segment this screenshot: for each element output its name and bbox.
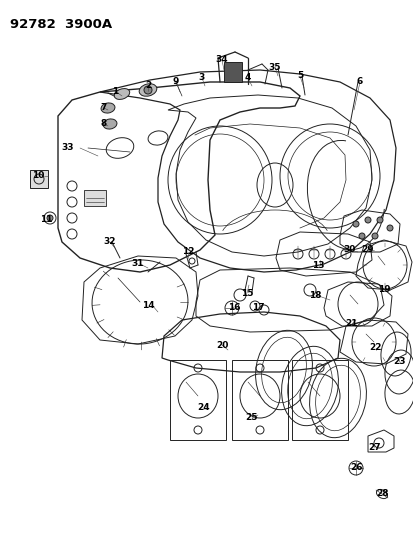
FancyBboxPatch shape <box>30 170 48 188</box>
Text: 27: 27 <box>368 442 380 451</box>
Text: 29: 29 <box>361 246 373 254</box>
Text: 7: 7 <box>101 103 107 112</box>
Text: 20: 20 <box>215 341 228 350</box>
Circle shape <box>144 86 152 94</box>
Ellipse shape <box>139 84 157 96</box>
Text: 21: 21 <box>345 319 357 328</box>
Text: 6: 6 <box>356 77 362 86</box>
Text: 3: 3 <box>198 74 204 83</box>
Text: 8: 8 <box>101 119 107 128</box>
Text: 30: 30 <box>343 246 355 254</box>
Text: 19: 19 <box>377 286 389 295</box>
FancyBboxPatch shape <box>84 190 106 206</box>
Circle shape <box>371 233 377 239</box>
Text: 22: 22 <box>369 343 381 352</box>
Circle shape <box>364 217 370 223</box>
Text: 16: 16 <box>227 303 240 311</box>
Text: 14: 14 <box>141 301 154 310</box>
Text: 5: 5 <box>296 71 302 80</box>
Text: 18: 18 <box>308 290 320 300</box>
Text: 10: 10 <box>32 172 44 181</box>
Ellipse shape <box>114 88 129 100</box>
Text: 26: 26 <box>350 464 362 472</box>
Circle shape <box>47 215 53 221</box>
Text: 25: 25 <box>245 414 258 423</box>
Text: 34: 34 <box>215 55 228 64</box>
Text: 12: 12 <box>181 247 194 256</box>
Text: 28: 28 <box>376 489 388 498</box>
Text: 32: 32 <box>104 238 116 246</box>
Text: 1: 1 <box>112 86 118 95</box>
Text: 23: 23 <box>393 358 405 367</box>
Ellipse shape <box>101 103 115 113</box>
Text: 17: 17 <box>251 303 263 311</box>
Circle shape <box>352 221 358 227</box>
Text: 15: 15 <box>240 288 253 297</box>
Text: 92782  3900A: 92782 3900A <box>10 18 112 31</box>
Circle shape <box>386 225 392 231</box>
Text: 31: 31 <box>131 260 144 269</box>
Text: 9: 9 <box>172 77 179 86</box>
Circle shape <box>376 217 382 223</box>
Text: 24: 24 <box>197 403 210 413</box>
Text: 11: 11 <box>40 215 52 224</box>
Text: 2: 2 <box>145 82 151 91</box>
Text: 33: 33 <box>62 143 74 152</box>
Text: 4: 4 <box>244 74 251 83</box>
FancyBboxPatch shape <box>223 62 242 82</box>
Text: 13: 13 <box>311 261 323 270</box>
Ellipse shape <box>103 119 116 129</box>
Text: 35: 35 <box>268 62 280 71</box>
Circle shape <box>358 233 364 239</box>
